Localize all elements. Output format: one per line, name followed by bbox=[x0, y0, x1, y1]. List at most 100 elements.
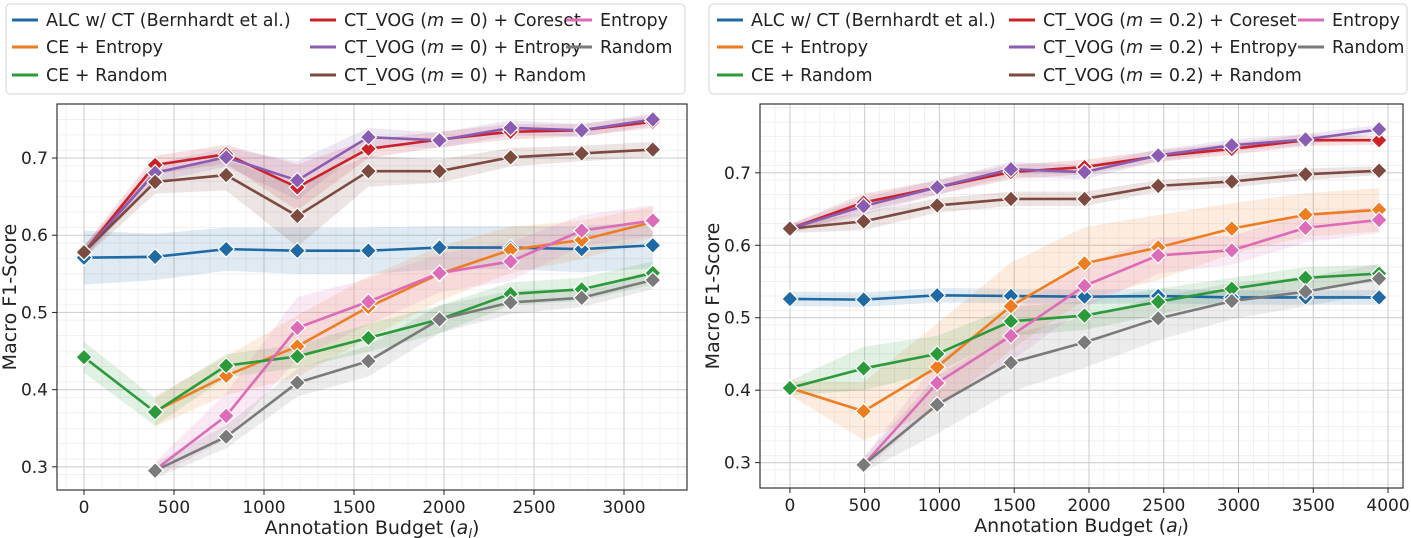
data-point bbox=[1075, 277, 1094, 295]
data-point bbox=[781, 290, 799, 308]
x-axis-label-subscript: l bbox=[468, 527, 472, 538]
data-point bbox=[928, 374, 947, 392]
legend-label-post: = 0) + Entropy bbox=[444, 38, 582, 58]
data-point bbox=[928, 395, 947, 414]
legend-label-post: = 0.2) + Coreset bbox=[1143, 11, 1297, 31]
legend-label-variable: m bbox=[1126, 38, 1143, 58]
y-tick-label: 0.7 bbox=[21, 149, 48, 169]
y-tick-label: 0.7 bbox=[724, 164, 751, 184]
x-tick-label: 0 bbox=[784, 496, 795, 516]
x-tick-label: 3000 bbox=[602, 498, 645, 518]
y-tick-label: 0.6 bbox=[21, 226, 48, 246]
y-tick-label: 0.3 bbox=[724, 454, 751, 474]
data-point bbox=[1222, 136, 1241, 155]
legend-label: CT_VOG (m = 0.2) + Random bbox=[1043, 66, 1302, 86]
confidence-band bbox=[789, 134, 1380, 233]
confidence-band bbox=[863, 206, 1380, 473]
data-point bbox=[643, 236, 662, 255]
data-point bbox=[854, 290, 873, 309]
data-point bbox=[854, 212, 873, 231]
series-markers bbox=[781, 120, 1388, 474]
data-point bbox=[217, 356, 236, 375]
data-point bbox=[501, 119, 520, 137]
legend-label: CT_VOG (m = 0) + Coreset bbox=[344, 11, 581, 31]
data-point bbox=[928, 345, 947, 363]
plot-frame bbox=[56, 103, 688, 491]
legend-label: ALC w/ CT (Bernhardt et al.) bbox=[46, 11, 291, 31]
data-point bbox=[359, 139, 378, 158]
legend-label-pre: CT_VOG ( bbox=[344, 38, 427, 58]
x-tick-label: 0 bbox=[79, 498, 90, 518]
x-tick-label: 2500 bbox=[1142, 496, 1185, 516]
data-point bbox=[430, 131, 449, 150]
data-point bbox=[572, 231, 591, 249]
data-point bbox=[1370, 288, 1388, 307]
y-tick-label: 0.5 bbox=[724, 309, 751, 329]
data-point bbox=[572, 221, 591, 240]
data-point bbox=[1075, 333, 1094, 352]
data-point bbox=[501, 293, 520, 312]
legend-label-pre: CT_VOG ( bbox=[1043, 66, 1126, 86]
x-axis-label-close: ) bbox=[472, 517, 479, 538]
data-point bbox=[928, 286, 947, 305]
x-axis-label-main: Annotation Budget ( bbox=[974, 515, 1166, 537]
data-point bbox=[854, 359, 873, 378]
legend-label: CT_VOG (m = 0.2) + Entropy bbox=[1043, 38, 1297, 58]
legend-label: CT_VOG (m = 0) + Random bbox=[344, 66, 586, 86]
y-tick-label: 0.6 bbox=[724, 236, 751, 256]
chart-panel-1: 0 500 1000 1500 2000 2500 3000 0.3 0.4 0.5 0.6 0.7 A… bbox=[0, 3, 688, 538]
x-axis-label: Annotation Budget (al) bbox=[974, 515, 1189, 538]
legend-label: CT_VOG (m = 0) + Entropy bbox=[344, 38, 582, 58]
data-point bbox=[430, 238, 449, 257]
data-point bbox=[217, 240, 236, 258]
data-point bbox=[217, 427, 236, 446]
x-axis-label-variable: a bbox=[457, 517, 469, 538]
legend-label-variable: m bbox=[1126, 66, 1143, 86]
data-point bbox=[1075, 254, 1094, 273]
data-point bbox=[1370, 120, 1388, 139]
data-point bbox=[217, 148, 236, 167]
y-tick-label: 0.4 bbox=[21, 381, 48, 401]
data-point bbox=[643, 140, 662, 159]
x-tick-label: 500 bbox=[848, 496, 880, 516]
x-tick-label: 1000 bbox=[242, 498, 285, 518]
data-point bbox=[217, 407, 236, 425]
data-point bbox=[1222, 172, 1241, 191]
y-axis-label: Macro F1-Score bbox=[702, 223, 724, 370]
x-axis-label: Annotation Budget (al) bbox=[265, 517, 480, 538]
data-point bbox=[1149, 309, 1168, 328]
data-point bbox=[854, 455, 873, 474]
data-point bbox=[1370, 131, 1388, 150]
series-markers bbox=[75, 110, 662, 480]
data-point bbox=[146, 403, 164, 421]
series-line bbox=[862, 277, 1380, 466]
data-point bbox=[288, 347, 307, 366]
x-tick-label: 2000 bbox=[1067, 496, 1110, 516]
data-point bbox=[288, 373, 307, 392]
data-point bbox=[1075, 163, 1094, 181]
y-tick-label: 0.5 bbox=[21, 303, 48, 323]
data-point bbox=[854, 402, 873, 421]
legend-label-pre: CT_VOG ( bbox=[1043, 11, 1126, 31]
data-point bbox=[146, 461, 164, 480]
chart-panel-2: 0 500 1000 1500 2000 2500 3000 3500 4000 0.3 0.4 0.… bbox=[702, 3, 1410, 538]
data-point bbox=[501, 148, 520, 167]
data-point bbox=[781, 379, 799, 397]
data-point bbox=[430, 310, 449, 329]
data-point bbox=[359, 352, 378, 370]
legend-label: CE + Entropy bbox=[46, 38, 163, 58]
legend-label: Random bbox=[600, 38, 672, 58]
data-point bbox=[146, 173, 164, 191]
data-point bbox=[1002, 160, 1020, 179]
data-point bbox=[501, 252, 520, 271]
legend-label: CE + Random bbox=[46, 66, 168, 86]
legend-label-variable: m bbox=[1126, 11, 1143, 31]
confidence-band bbox=[155, 206, 653, 427]
data-point bbox=[1222, 241, 1241, 260]
data-point bbox=[1296, 282, 1315, 301]
series-line bbox=[154, 278, 654, 472]
legend-label: Entropy bbox=[600, 11, 668, 31]
data-point bbox=[75, 348, 93, 367]
data-point bbox=[643, 271, 662, 289]
